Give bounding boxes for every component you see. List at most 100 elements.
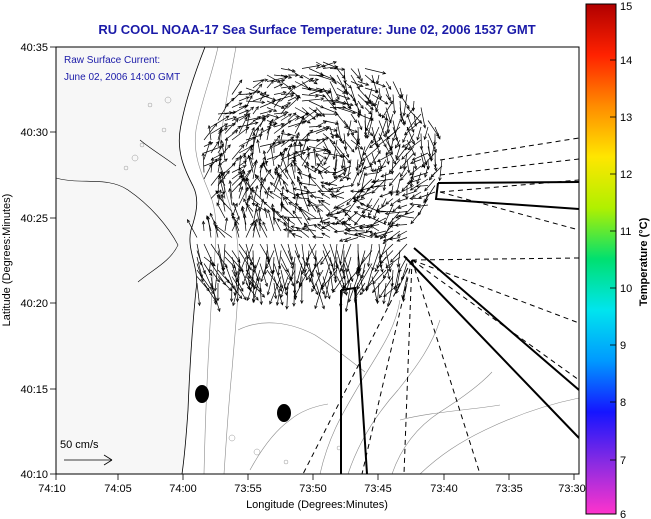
current-vector xyxy=(334,152,338,171)
current-vector-head xyxy=(353,299,358,304)
current-vector xyxy=(383,263,394,279)
current-vector-head xyxy=(359,226,364,230)
current-vector xyxy=(252,84,263,95)
current-vector-head xyxy=(357,232,362,236)
current-vector-head xyxy=(264,283,269,288)
current-vector xyxy=(322,152,345,158)
current-vector-head xyxy=(292,210,296,215)
current-vector xyxy=(224,276,243,299)
current-vector xyxy=(399,94,410,109)
current-vector xyxy=(357,165,366,187)
current-vector xyxy=(399,87,403,98)
current-vector-head xyxy=(342,172,347,177)
current-vector xyxy=(301,87,323,93)
current-vector-head xyxy=(297,166,301,171)
current-vector xyxy=(322,243,334,267)
current-vector-head xyxy=(283,216,288,220)
current-vector-head xyxy=(266,186,271,191)
current-vector xyxy=(266,113,279,119)
current-vector-head xyxy=(406,180,411,185)
current-vector xyxy=(315,94,326,97)
current-vector-head xyxy=(357,109,361,114)
current-vector xyxy=(314,159,324,172)
current-vector-head xyxy=(234,202,238,207)
current-vector xyxy=(301,129,313,141)
current-vector-head xyxy=(295,150,299,155)
current-vector xyxy=(308,175,324,193)
current-vector-head xyxy=(368,99,372,104)
current-vector xyxy=(231,105,247,115)
current-vector xyxy=(224,119,239,134)
current-vector-head xyxy=(302,120,307,124)
current-vector xyxy=(336,207,352,212)
current-vector-head xyxy=(318,169,322,174)
current-vector-head xyxy=(305,112,310,117)
current-vector xyxy=(304,222,317,238)
current-vector xyxy=(367,216,387,225)
current-vector xyxy=(329,139,343,158)
current-vector-head xyxy=(223,158,228,163)
current-vector-head xyxy=(240,207,245,212)
current-vector xyxy=(353,198,366,206)
current-vector xyxy=(280,102,291,108)
current-vector xyxy=(280,85,295,89)
current-vector xyxy=(292,197,310,199)
current-vector xyxy=(285,196,296,206)
current-vector xyxy=(380,172,394,177)
current-vector-head xyxy=(300,300,304,305)
current-vector xyxy=(245,127,255,147)
radar-range-lines xyxy=(302,137,579,474)
current-vector xyxy=(381,100,394,119)
current-vector xyxy=(252,79,268,82)
current-vector-head xyxy=(305,276,310,281)
current-vector xyxy=(322,276,331,299)
current-vector xyxy=(266,121,272,141)
current-vector xyxy=(202,153,205,173)
current-vector xyxy=(196,256,203,278)
current-vector xyxy=(224,111,237,115)
current-vector-head xyxy=(253,219,257,224)
current-vector-head xyxy=(270,118,274,123)
current-vector-head xyxy=(409,171,413,176)
current-vector xyxy=(371,152,376,165)
current-vector xyxy=(299,269,303,286)
annotation-line-1: Raw Surface Current: xyxy=(64,55,160,66)
current-vector-head xyxy=(394,223,399,227)
current-vector xyxy=(364,120,367,139)
current-vector-head xyxy=(323,148,328,152)
current-vector-head xyxy=(407,169,411,174)
current-vector-head xyxy=(369,225,374,229)
current-vector-head xyxy=(280,294,284,299)
current-vector-head xyxy=(396,238,401,242)
current-vector-head xyxy=(292,85,296,90)
current-vector-head xyxy=(409,196,414,201)
current-vector-head xyxy=(248,287,252,292)
current-vector xyxy=(238,137,256,147)
current-vector xyxy=(294,193,299,212)
current-vector-head xyxy=(377,150,381,155)
plot-frame xyxy=(55,46,580,475)
current-vector-head xyxy=(353,198,358,202)
current-vector xyxy=(287,250,294,265)
current-vector xyxy=(364,107,372,115)
current-vector xyxy=(237,276,240,302)
current-vector-head xyxy=(262,177,266,182)
current-vector xyxy=(287,95,300,102)
current-vector xyxy=(350,74,360,89)
current-vector-head xyxy=(259,301,263,306)
current-vector xyxy=(308,173,311,186)
current-vector xyxy=(224,116,237,121)
current-vector xyxy=(266,243,270,264)
current-vector xyxy=(366,198,373,208)
current-vector xyxy=(260,263,268,282)
x-axis-label: Longitude (Degrees:Minutes) xyxy=(246,499,388,511)
current-vector xyxy=(259,94,276,101)
current-vector-head xyxy=(297,171,302,175)
current-vector xyxy=(280,276,289,298)
current-vector xyxy=(252,133,255,154)
current-vector xyxy=(210,190,219,199)
current-vector xyxy=(372,276,387,293)
current-vector xyxy=(340,243,352,272)
current-vector-head xyxy=(242,170,246,175)
current-vector xyxy=(434,159,437,171)
